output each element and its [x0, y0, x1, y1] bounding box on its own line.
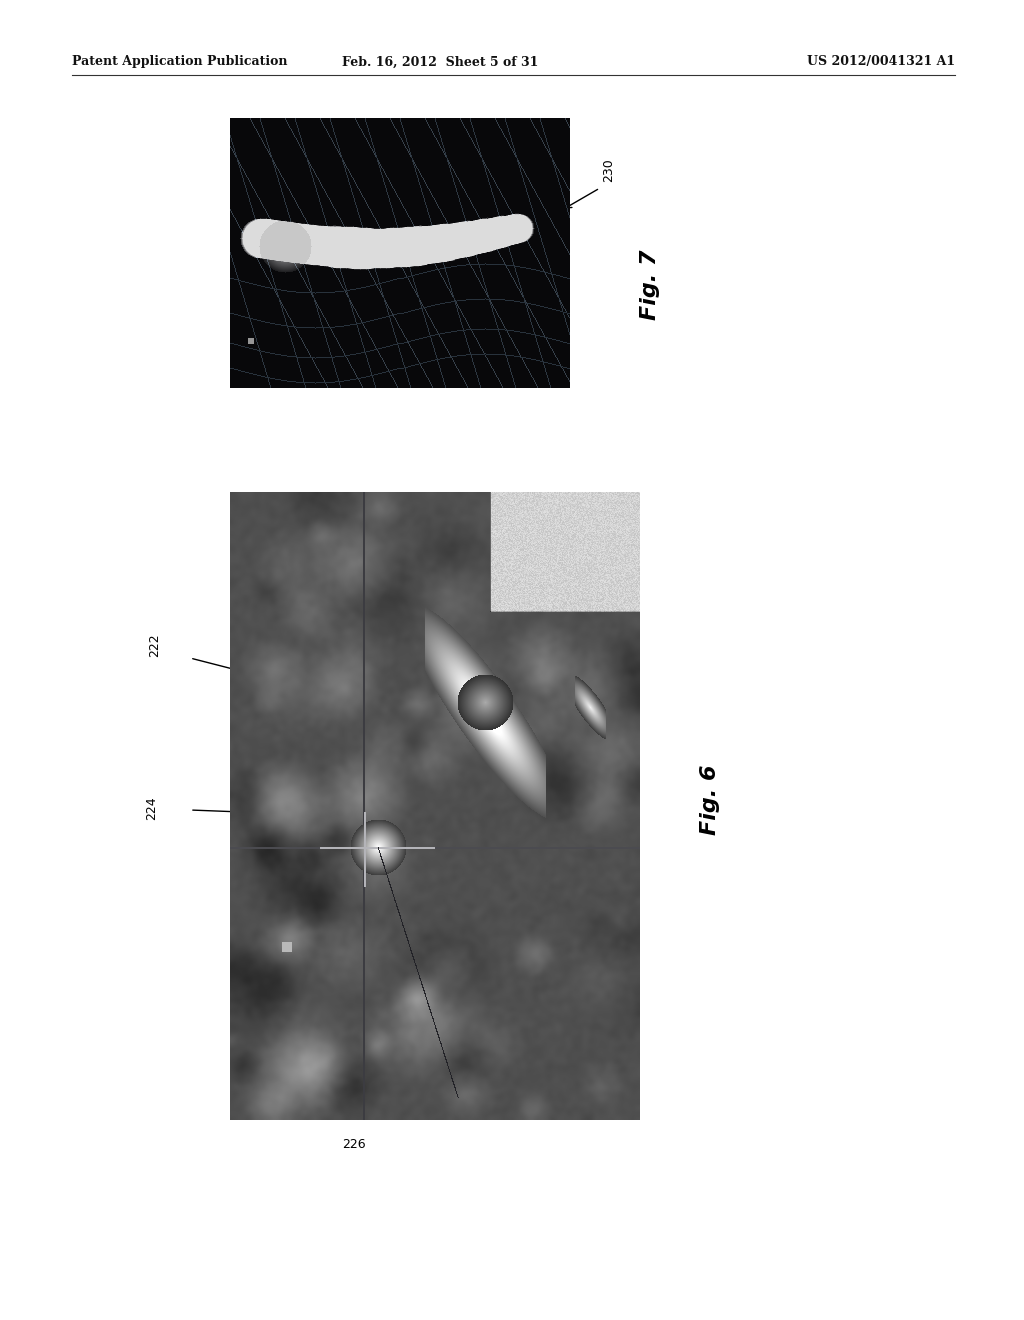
Text: 226: 226 — [342, 1138, 366, 1151]
Text: Feb. 16, 2012  Sheet 5 of 31: Feb. 16, 2012 Sheet 5 of 31 — [342, 55, 539, 69]
Text: 224: 224 — [145, 796, 158, 820]
Text: 222: 222 — [148, 634, 161, 657]
Text: US 2012/0041321 A1: US 2012/0041321 A1 — [807, 55, 955, 69]
Text: Fig. 7: Fig. 7 — [640, 249, 660, 321]
Text: 230: 230 — [602, 158, 615, 182]
Text: Patent Application Publication: Patent Application Publication — [72, 55, 288, 69]
Text: Fig. 6: Fig. 6 — [700, 764, 720, 836]
